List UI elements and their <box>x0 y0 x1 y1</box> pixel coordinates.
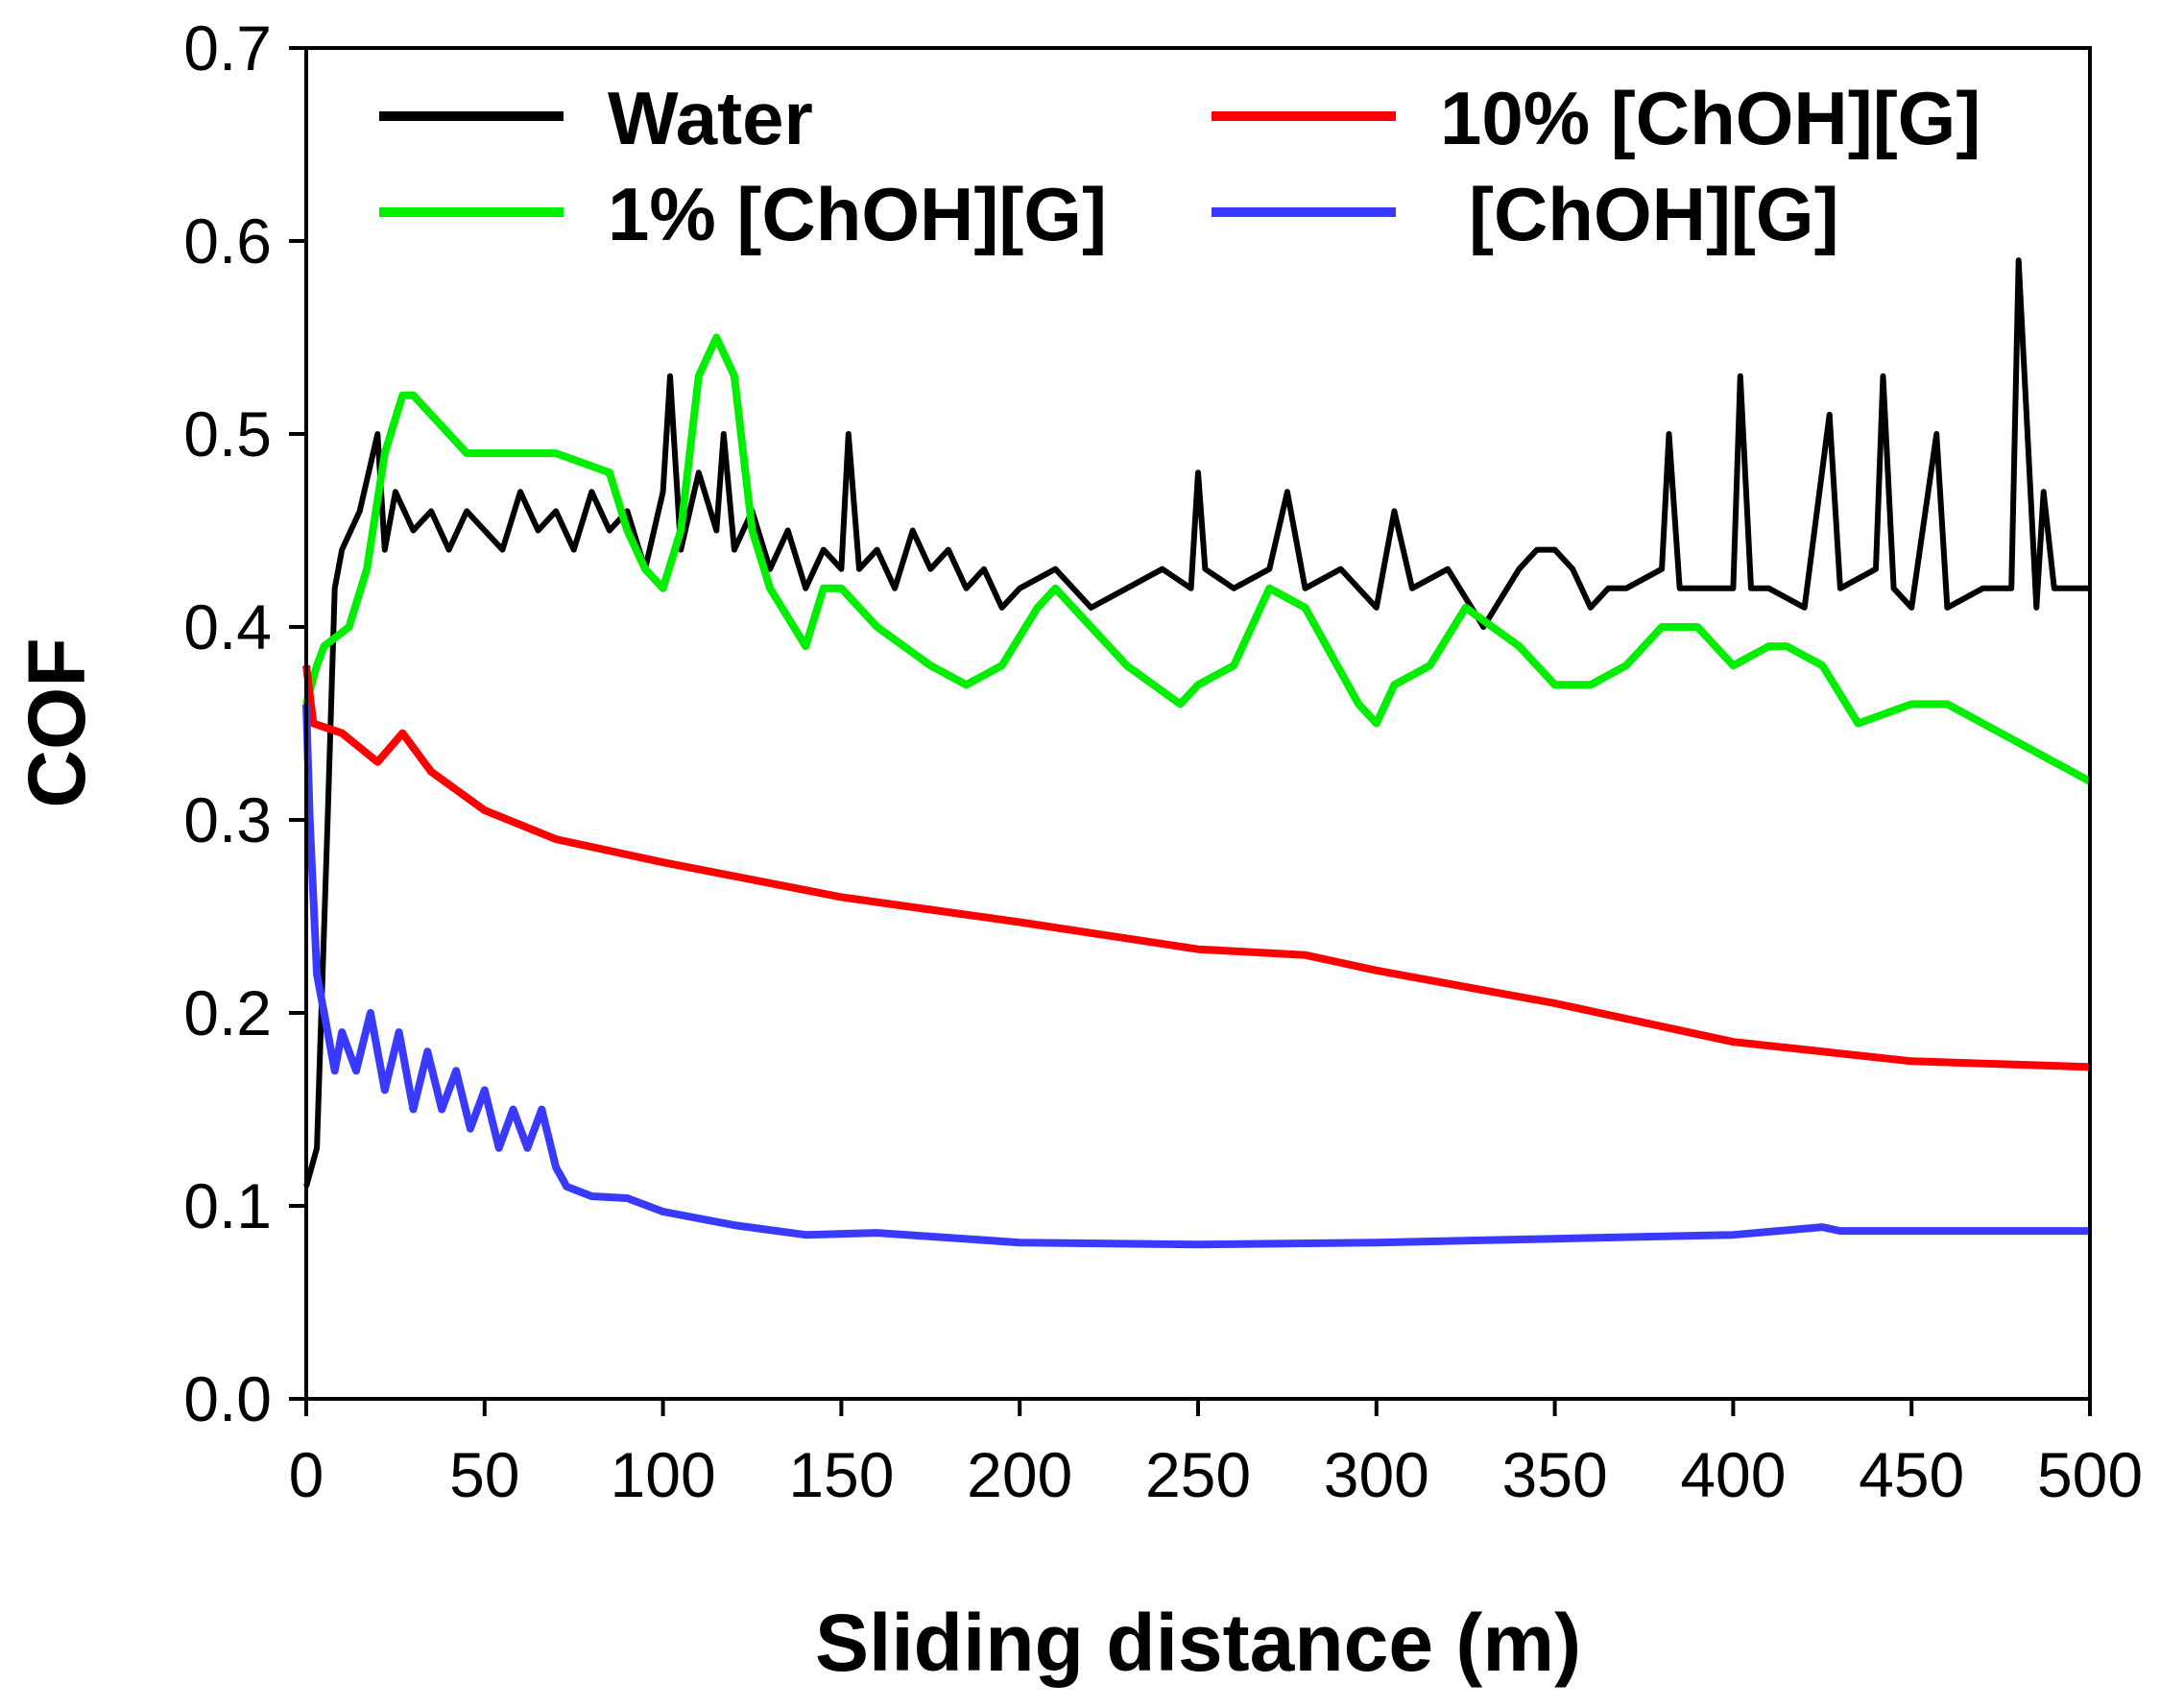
series-line-1-choh-g <box>302 333 2092 785</box>
x-tick-label: 50 <box>449 1439 519 1510</box>
y-tick-label: 0.7 <box>183 12 272 84</box>
legend: Water 10% [ChOH][G] 1% [ChOH][G] [ChOH][G] <box>379 76 1980 256</box>
legend-label: [ChOH][G] <box>1469 172 1839 256</box>
x-tick-label: 500 <box>2037 1439 2143 1510</box>
series-line-water <box>303 257 2090 1188</box>
series-line-choh-g <box>302 704 2090 1249</box>
x-tick-label: 150 <box>788 1439 894 1510</box>
x-tick-label: 200 <box>967 1439 1072 1510</box>
x-tick-label: 450 <box>1859 1439 1964 1510</box>
series-line-10-choh-g <box>302 664 2091 1071</box>
x-tick-label: 350 <box>1502 1439 1608 1510</box>
y-tick-label: 0.2 <box>183 977 272 1048</box>
y-tick-label: 0.0 <box>183 1363 272 1434</box>
y-tick-label: 0.1 <box>183 1170 272 1241</box>
x-tick-label: 250 <box>1145 1439 1251 1510</box>
legend-label: Water <box>608 76 813 160</box>
y-tick-label: 0.4 <box>183 591 272 662</box>
y-tick-label: 0.3 <box>183 784 272 855</box>
series-group <box>302 257 2092 1249</box>
y-axis-label: COF <box>12 637 102 807</box>
axes: 0 50 100 150 200 250 300 350 400 450 500 0.0 0.1 0.2 0… <box>183 12 2143 1510</box>
x-tick-label: 300 <box>1324 1439 1429 1510</box>
x-tick-label: 400 <box>1680 1439 1786 1510</box>
y-tick-label: 0.5 <box>183 398 272 469</box>
legend-label: 1% [ChOH][G] <box>608 172 1107 256</box>
legend-label: 10% [ChOH][G] <box>1440 76 1980 160</box>
y-tick-label: 0.6 <box>183 205 272 277</box>
x-tick-label: 0 <box>289 1439 324 1510</box>
x-tick-label: 100 <box>611 1439 716 1510</box>
x-axis-label: Sliding distance (m) <box>815 1598 1581 1688</box>
